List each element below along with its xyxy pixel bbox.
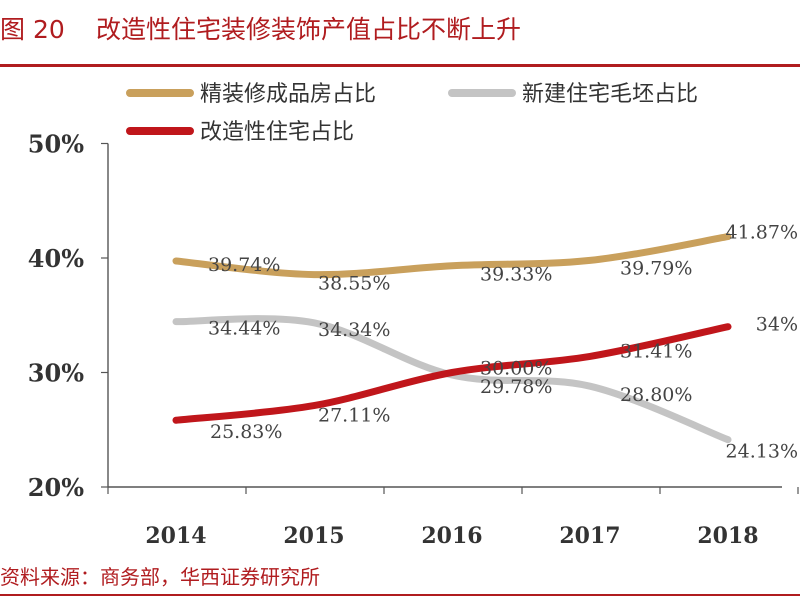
x-tick-label-2015: 2015 (283, 523, 344, 549)
data-label-rough-housing-2014: 34.44% (208, 318, 280, 340)
legend-label-finished-housing: 精装修成品房占比 (200, 82, 376, 107)
x-tick-label-2017: 2017 (559, 523, 620, 549)
figure-title: 图 20 改造性住宅装修装饰产值占比不断上升 (0, 10, 521, 50)
data-point-renovation-housing-2017 (589, 355, 591, 358)
x-tick-label-2014: 2014 (145, 523, 206, 549)
data-point-renovation-housing-2015 (313, 404, 315, 407)
data-label-finished-housing-2015: 38.55% (318, 273, 390, 295)
y-tick-label-50: 50% (28, 130, 84, 159)
title-divider (0, 64, 800, 67)
y-tick-label-40: 40% (28, 244, 84, 273)
figure-title-text: 改造性住宅装修装饰产值占比不断上升 (96, 15, 522, 44)
data-point-rough-housing-2018 (727, 438, 729, 441)
data-label-finished-housing-2018: 41.87% (726, 222, 798, 244)
legend-label-renovation-housing: 改造性住宅占比 (200, 120, 354, 145)
data-point-finished-housing-2017 (589, 259, 591, 262)
data-label-renovation-housing-2015: 27.11% (318, 405, 390, 427)
data-point-renovation-housing-2018 (727, 325, 729, 328)
data-label-rough-housing-2016: 29.78% (480, 376, 552, 398)
data-label-rough-housing-2018: 24.13% (726, 441, 798, 463)
x-tick-label-2016: 2016 (421, 523, 482, 549)
data-label-renovation-housing-2018: 34% (756, 314, 798, 336)
data-point-finished-housing-2018 (727, 235, 729, 238)
data-point-renovation-housing-2016 (451, 371, 453, 374)
data-label-finished-housing-2017: 39.79% (620, 257, 692, 279)
y-tick-label-20: 20% (28, 473, 84, 502)
data-point-rough-housing-2015 (313, 321, 315, 324)
data-point-finished-housing-2014 (175, 259, 177, 262)
x-tick-label-2018: 2018 (697, 523, 758, 549)
data-label-rough-housing-2017: 28.80% (620, 384, 692, 406)
data-label-finished-housing-2014: 39.74% (208, 254, 280, 276)
data-label-renovation-housing-2014: 25.83% (210, 421, 282, 443)
data-point-rough-housing-2017 (589, 385, 591, 388)
data-label-rough-housing-2015: 34.34% (318, 319, 390, 341)
data-label-renovation-housing-2016: 30.00% (480, 358, 552, 380)
y-tick-label-30: 30% (28, 359, 84, 388)
line-chart: 20% 30% 40% 50% 2014 2015 2016 2017 2018 39.74% 38… (28, 82, 799, 549)
data-point-renovation-housing-2014 (175, 419, 177, 422)
legend-label-rough-housing: 新建住宅毛坯占比 (522, 82, 698, 107)
data-point-finished-housing-2016 (451, 264, 453, 267)
source-note: 资料来源：商务部，华西证券研究所 (0, 565, 320, 589)
data-label-finished-housing-2016: 39.33% (480, 264, 552, 286)
footer-divider (0, 594, 800, 596)
data-point-finished-housing-2015 (313, 273, 315, 276)
data-label-renovation-housing-2017: 31.41% (620, 340, 692, 362)
data-point-rough-housing-2014 (175, 320, 177, 323)
figure-number: 图 20 (0, 15, 65, 44)
